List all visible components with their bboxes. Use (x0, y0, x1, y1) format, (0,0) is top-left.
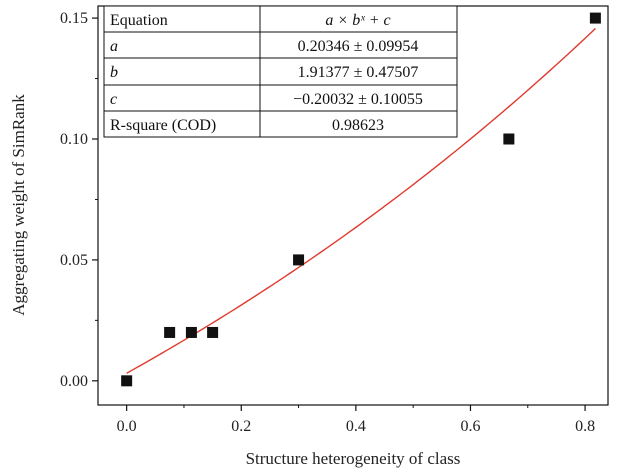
data-points (121, 12, 601, 387)
data-point (589, 12, 601, 24)
x-tick-label: 0.8 (575, 418, 595, 435)
y-tick-label: 0.15 (60, 10, 88, 27)
y-tick-label: 0.10 (60, 131, 88, 148)
data-point (293, 254, 305, 266)
data-point (185, 326, 197, 338)
fit-table-label-c: c (110, 91, 117, 108)
y-axis: 0.00 0.05 0.10 0.15 (60, 10, 98, 390)
fit-table-value-rsquare: 0.98623 (332, 117, 384, 134)
x-tick-label: 0.2 (231, 418, 251, 435)
fit-table-value-b: 1.91377 ± 0.47507 (298, 64, 419, 81)
data-point (207, 326, 219, 338)
data-point (121, 375, 133, 387)
fit-table-label-rsquare: R-square (COD) (110, 117, 216, 134)
fit-table-label-a: a (110, 38, 118, 55)
y-axis-title: Aggregating weight of SimRank (9, 94, 28, 316)
fit-table-label-equation: Equation (110, 12, 168, 29)
fit-table-value-equation: a × bˣ + c (325, 12, 390, 29)
data-point (503, 133, 515, 145)
x-axis-title: Structure heterogeneity of class (246, 449, 461, 468)
fit-table-value-c: −0.20032 ± 0.10055 (293, 91, 423, 108)
y-tick-label: 0.05 (60, 252, 88, 269)
x-tick-label: 0.4 (346, 418, 366, 435)
fit-table-label-b: b (110, 64, 118, 81)
x-tick-label: 0.0 (117, 418, 137, 435)
fit-curve (126, 28, 596, 374)
x-axis: 0.0 0.2 0.4 0.6 0.8 (117, 405, 595, 435)
y-tick-label: 0.00 (60, 373, 88, 390)
fit-table-border (103, 5, 458, 138)
fit-result-table: Equation a × bˣ + c a 0.20346 ± 0.09954 … (103, 5, 458, 138)
fit-table-value-a: 0.20346 ± 0.09954 (298, 38, 419, 55)
data-point (164, 326, 176, 338)
x-tick-label: 0.6 (460, 418, 480, 435)
